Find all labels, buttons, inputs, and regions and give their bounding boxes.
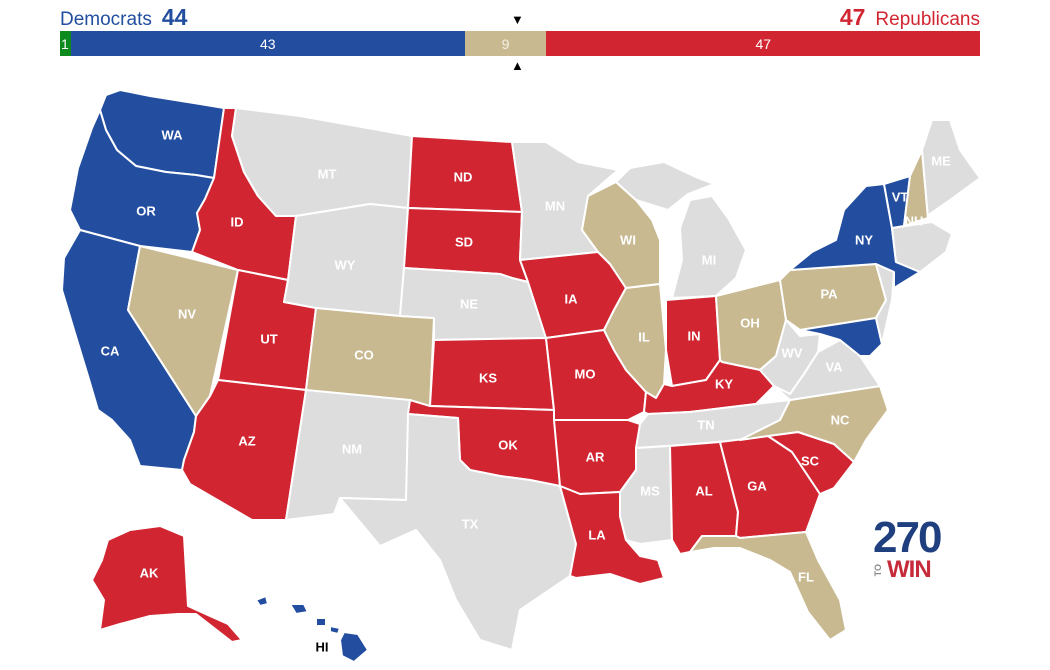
state-label-VA: VA xyxy=(825,359,843,374)
state-label-FL: FL xyxy=(798,569,814,584)
democrats-total: 44 xyxy=(161,4,188,30)
state-label-VT: VT xyxy=(892,189,909,204)
state-label-NY: NY xyxy=(855,232,873,247)
tossup-segment[interactable]: 9 xyxy=(464,31,547,56)
state-label-WA: WA xyxy=(162,127,184,142)
state-label-NE: NE xyxy=(460,296,478,311)
state-CT-MA[interactable] xyxy=(891,221,953,273)
state-label-SC: SC xyxy=(801,453,820,468)
republicans-label: Republicans xyxy=(875,9,980,30)
state-label-HI: HI xyxy=(316,639,329,654)
state-labels: WA OR CA NV ID UT AZ MT WY CO NM ND SD NE KS OK TX MN IA MO… xyxy=(101,127,951,654)
state-label-MO: MO xyxy=(575,366,596,381)
democrats-header: Democrats 44 xyxy=(60,4,187,31)
state-label-LA: LA xyxy=(588,527,606,542)
state-label-MT: MT xyxy=(318,166,337,181)
logo-number: 270 xyxy=(873,513,942,562)
republican-segment[interactable]: 47 xyxy=(546,31,980,56)
state-label-AL: AL xyxy=(695,483,712,498)
state-label-WY: WY xyxy=(335,257,356,272)
state-label-CO: CO xyxy=(354,347,374,362)
state-label-NC: NC xyxy=(831,412,850,427)
state-label-TN: TN xyxy=(697,417,714,432)
state-label-KY: KY xyxy=(715,376,733,391)
state-label-WI: WI xyxy=(620,232,636,247)
logo-win: WIN xyxy=(887,556,932,583)
state-label-ME: ME xyxy=(931,153,951,168)
state-label-PA: PA xyxy=(820,286,838,301)
majority-marker-up-icon: ▲ xyxy=(511,58,524,73)
state-label-MN: MN xyxy=(545,198,565,213)
state-FL[interactable] xyxy=(689,531,847,641)
state-label-SD: SD xyxy=(455,234,473,249)
state-label-UT: UT xyxy=(260,331,277,346)
state-label-MI: MI xyxy=(702,252,716,267)
republicans-total: 47 xyxy=(839,4,866,30)
state-label-AR: AR xyxy=(586,449,605,464)
logo-to: TO xyxy=(873,564,883,577)
state-label-KS: KS xyxy=(479,370,497,385)
state-ME[interactable] xyxy=(921,119,981,219)
state-label-GA: GA xyxy=(747,478,767,493)
state-label-ID: ID xyxy=(231,214,244,229)
state-label-NV: NV xyxy=(178,306,196,321)
state-label-NM: NM xyxy=(342,441,362,456)
state-AK[interactable] xyxy=(91,525,243,643)
state-label-MS: MS xyxy=(640,483,660,498)
state-label-OR: OR xyxy=(136,203,156,218)
state-label-ND: ND xyxy=(454,169,473,184)
state-label-IA: IA xyxy=(565,291,579,306)
state-label-IN: IN xyxy=(688,328,701,343)
state-KY[interactable] xyxy=(643,359,775,415)
state-shapes xyxy=(61,89,981,663)
state-label-OH: OH xyxy=(740,315,760,330)
state-label-OK: OK xyxy=(498,437,518,452)
state-TX[interactable] xyxy=(339,413,577,651)
state-MI[interactable] xyxy=(615,161,715,211)
state-label-WV: WV xyxy=(782,345,803,360)
state-label-CA: CA xyxy=(101,343,120,358)
state-NC[interactable] xyxy=(739,385,889,463)
democrat-segment[interactable]: 43 xyxy=(70,31,465,56)
state-label-AK: AK xyxy=(140,565,159,580)
majority-marker-down-icon: ▼ xyxy=(511,12,524,27)
democrats-label: Democrats xyxy=(60,9,152,30)
270towin-logo[interactable]: 270 TO WIN xyxy=(873,513,943,584)
republicans-header: 47 Republicans xyxy=(840,4,980,31)
state-label-IL: IL xyxy=(638,329,650,344)
state-MI-lower[interactable] xyxy=(671,195,747,299)
state-label-AZ: AZ xyxy=(238,433,255,448)
state-label-TX: TX xyxy=(462,516,479,531)
independent-segment[interactable]: 1 xyxy=(60,31,71,56)
state-label-NH: NH xyxy=(905,213,924,228)
seat-balance-bar: 1 43 9 47 xyxy=(60,31,980,56)
state-HI[interactable] xyxy=(255,595,369,663)
